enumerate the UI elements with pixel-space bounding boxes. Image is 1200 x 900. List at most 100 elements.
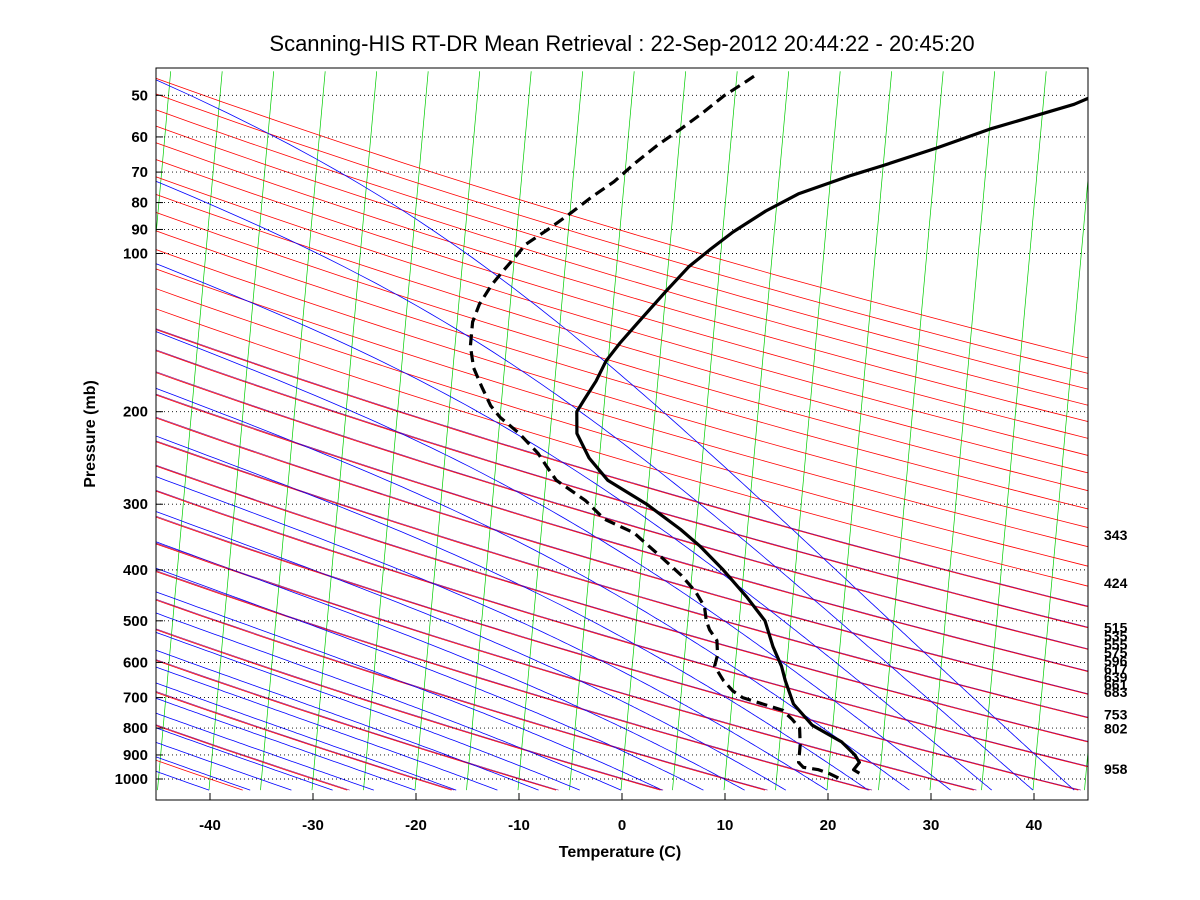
saturated-adiabat-line: [156, 697, 416, 791]
saturated-adiabat-line: [156, 567, 704, 791]
mixing-ratio-line: [156, 598, 768, 791]
isotherm-line: [311, 71, 378, 791]
level-label: 617: [1104, 661, 1128, 677]
level-label: 596: [1104, 653, 1128, 669]
x-tick-label: 40: [1026, 817, 1043, 834]
level-label: 683: [1104, 684, 1128, 700]
x-tick-label: -30: [302, 817, 324, 834]
x-tick-label: -10: [508, 817, 530, 834]
dry-adiabat-line: [156, 465, 1088, 743]
dry-adiabat-line: [156, 268, 1088, 548]
chart-title: Scanning-HIS RT-DR Mean Retrieval : 22-S…: [269, 31, 974, 56]
dry-adiabat-line: [156, 288, 1088, 567]
saturated-adiabat-line: [156, 331, 951, 791]
dry-adiabat-line: [156, 516, 1079, 791]
dry-adiabat-line: [156, 372, 1088, 650]
y-tick-label: 1000: [115, 771, 148, 788]
saturated-adiabat-line: [156, 649, 539, 791]
dry-adiabat-line: [156, 77, 1088, 359]
saturated-adiabat-line: [156, 612, 622, 791]
isotherm-line: [157, 71, 223, 791]
level-label: 343: [1104, 527, 1128, 543]
saturated-adiabat-line: [156, 511, 786, 791]
saturated-adiabat-line: [156, 756, 251, 791]
x-tick-label: 30: [923, 817, 940, 834]
level-label: 555: [1104, 637, 1128, 653]
dry-adiabat-line: [156, 490, 1088, 768]
dry-adiabat-line: [156, 394, 1088, 672]
dry-adiabat-line: [156, 93, 1088, 374]
isotherm-line: [723, 71, 790, 791]
isotherm-line: [208, 71, 275, 791]
temperature-profile-line: [575, 96, 1088, 775]
dry-adiabat-line: [156, 211, 1088, 492]
dry-adiabat-line: [156, 441, 1088, 719]
y-axis-label: Pressure (mb): [82, 380, 99, 488]
dry-adiabat-line: [156, 660, 557, 791]
y-tick-label: 900: [123, 747, 148, 764]
y-tick-label: 100: [123, 246, 148, 263]
mixing-ratio-line: [156, 542, 977, 791]
dry-adiabat-line: [156, 329, 1088, 608]
saturated-adiabat-line: [156, 541, 745, 791]
dry-adiabat-line: [156, 350, 1088, 629]
dry-adiabat-line: [156, 543, 974, 791]
isotherm-line: [569, 71, 635, 791]
saturated-adiabat-line: [156, 712, 374, 791]
y-tick-label: 700: [123, 690, 148, 707]
mixing-ratio-line: [156, 328, 1088, 607]
y-axis: 50 60 70 80 90 100 200 300 400 500 600 700 800 900 100…: [115, 87, 163, 788]
saturated-adiabat-line: [156, 476, 828, 791]
y-tick-label: 800: [123, 720, 148, 737]
y-tick-label: 600: [123, 654, 148, 671]
mixing-ratio-line: [156, 440, 1088, 718]
dry-adiabat-line: [156, 249, 1088, 528]
mixing-ratio-line: [156, 371, 1088, 650]
level-label: 802: [1104, 721, 1128, 737]
level-label: 515: [1104, 620, 1128, 636]
dewpoint-profile-line: [468, 72, 840, 780]
y-tick-label: 400: [123, 562, 148, 579]
x-tick-label: -40: [199, 817, 221, 834]
dry-adiabat-line: [156, 109, 1088, 390]
y-tick-label: 70: [131, 164, 148, 181]
level-label: 639: [1104, 669, 1128, 685]
saturated-adiabat-line: [156, 631, 580, 791]
level-label: 575: [1104, 645, 1128, 661]
y-tick-label: 60: [131, 129, 148, 146]
dry-adiabat-line: [156, 599, 766, 791]
saturated-adiabat-line: [156, 741, 292, 791]
y-tick-label: 90: [131, 221, 148, 238]
x-axis-label: Temperature (C): [559, 844, 681, 861]
pressure-grid: [156, 94, 1088, 780]
mixing-ratio-line: [156, 416, 1088, 695]
y-tick-label: 300: [123, 496, 148, 513]
dry-adiabat-line: [156, 308, 1088, 587]
isotherm-line: [775, 71, 841, 791]
dry-adiabat-line: [156, 629, 661, 791]
saturated-adiabat-line: [156, 435, 869, 791]
y-tick-label: 80: [131, 195, 148, 212]
isotherm-line: [878, 71, 944, 791]
level-label: 424: [1104, 575, 1128, 591]
dry-adiabat-line: [156, 417, 1088, 695]
dry-adiabat-line: [156, 230, 1088, 510]
mixing-ratio-line: [156, 515, 1081, 791]
level-label: 753: [1104, 706, 1128, 722]
saturated-adiabat-line: [156, 727, 333, 791]
dry-adiabat-line: [156, 125, 1088, 406]
saturated-adiabat-line: [156, 682, 457, 791]
saturated-adiabat-line: [156, 180, 1034, 791]
x-tick-label: -20: [405, 817, 427, 834]
y-tick-label: 500: [123, 613, 148, 630]
saturated-adiabat-line: [156, 591, 663, 791]
isotherm-line: [620, 71, 687, 791]
isotherm-line: [672, 71, 738, 791]
dry-adiabat-line: [156, 194, 1088, 474]
saturated-adiabat-line: [156, 387, 910, 791]
dry-adiabat-line: [156, 176, 1088, 456]
mixing-ratio-line: [156, 570, 873, 791]
isotherm-line: [156, 71, 172, 239]
